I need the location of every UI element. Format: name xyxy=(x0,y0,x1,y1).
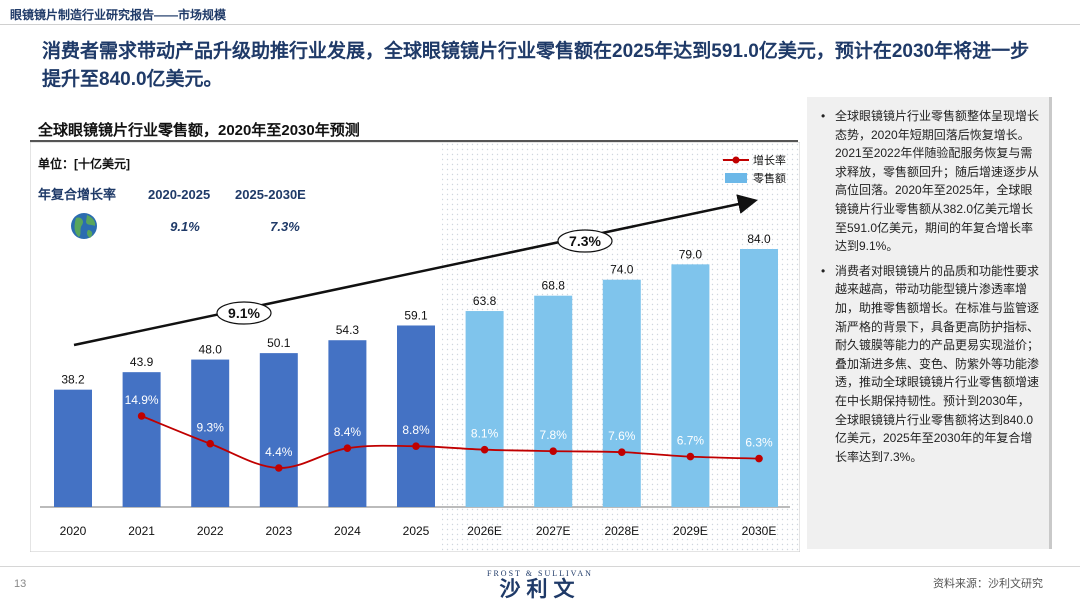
x-tick-label: 2021 xyxy=(128,524,155,538)
growth-rate-marker xyxy=(206,439,214,448)
bullet-marker: • xyxy=(821,109,826,123)
globe-icon xyxy=(71,213,97,239)
cagr-period-1: 2020-2025 xyxy=(148,187,210,202)
bar-value-label: 50.1 xyxy=(267,336,291,350)
x-tick-label: 2020 xyxy=(60,524,87,538)
commentary-panel: • 全球眼镜镜片行业零售额整体呈现增长态势，2020年短期回落后恢复增长。202… xyxy=(807,97,1052,549)
source-note: 资料来源：沙利文研究 xyxy=(933,578,1043,590)
growth-rate-label: 6.7% xyxy=(677,434,705,448)
commentary-bullet: • 全球眼镜镜片行业零售额整体呈现增长态势，2020年短期回落后恢复增长。202… xyxy=(821,107,1039,256)
bar-value-label: 48.0 xyxy=(199,343,223,357)
bar-value-label: 74.0 xyxy=(610,263,634,277)
bar-value-label: 79.0 xyxy=(679,247,703,261)
commentary-text: 消费者对眼镜镜片的品质和功能性要求越来越高，带动功能型镜片渗透率增加，助推零售额… xyxy=(835,263,1040,464)
trend-badge-2-label: 7.3% xyxy=(569,233,601,249)
growth-rate-marker xyxy=(275,464,283,472)
commentary-text: 全球眼镜镜片行业零售额整体呈现增长态势，2020年短期回落后恢复增长。2021至… xyxy=(835,109,1040,254)
chart-title-divider xyxy=(30,140,798,142)
logo-chinese-text: 沙利文 xyxy=(499,578,581,601)
growth-rate-marker xyxy=(480,445,489,454)
growth-rate-label: 7.8% xyxy=(540,428,568,442)
bar-value-label: 43.9 xyxy=(130,355,154,369)
retail-sales-chart: 单位：[十亿美元] 年复合增长率 2020-2025 2025-2030E 9.… xyxy=(30,142,800,552)
page-headline: 消费者需求带动产品升级助推行业发展，全球眼镜镜片行业零售额在2025年达到591… xyxy=(42,41,1030,90)
growth-rate-line xyxy=(141,415,760,469)
growth-rate-label: 8.1% xyxy=(471,427,499,441)
header-divider xyxy=(0,24,1080,25)
growth-line-layer xyxy=(137,412,763,472)
growth-rate-marker xyxy=(412,442,420,451)
growth-rate-marker xyxy=(137,412,146,420)
x-tick-label: 2028E xyxy=(604,524,639,538)
legend-line-marker xyxy=(732,156,740,164)
growth-rate-marker xyxy=(343,444,352,452)
commentary-bullet: • 消费者对眼镜镜片的品质和功能性要求越来越高，带动功能型镜片渗透率增加，助推零… xyxy=(821,262,1039,467)
bar-value-label: 63.8 xyxy=(473,294,497,308)
growth-rate-label: 7.6% xyxy=(608,429,636,443)
trend-badge-1 xyxy=(216,301,272,325)
x-tick-label: 2029E xyxy=(673,524,708,538)
growth-rate-marker xyxy=(618,448,626,456)
cagr-period-2: 2025-2030E xyxy=(235,187,306,202)
growth-rate-label: 4.4% xyxy=(265,445,293,459)
frost-sullivan-logo: FROST & SULLIVAN 沙利文 xyxy=(470,569,610,602)
x-tick-label: 2024 xyxy=(334,524,361,538)
x-tick-label: 2023 xyxy=(265,524,292,538)
growth-rate-label: 6.3% xyxy=(745,436,773,450)
x-tick-label: 2026E xyxy=(467,524,502,538)
x-tick-label: 2030E xyxy=(742,524,777,538)
cagr-value-1: 9.1% xyxy=(170,219,200,234)
growth-rate-label: 9.3% xyxy=(197,421,225,435)
bar-value-label: 68.8 xyxy=(542,279,566,293)
chart-title: 全球眼镜镜片行业零售额，2020年至2030年预测 xyxy=(38,122,360,139)
trend-arrow: 9.1% 7.3% xyxy=(73,194,758,347)
bar-2028E xyxy=(602,279,641,507)
growth-rate-label: 8.8% xyxy=(402,423,430,437)
growth-rate-marker xyxy=(686,452,695,461)
logo-english-text: FROST & SULLIVAN xyxy=(487,569,593,578)
bar-2023 xyxy=(259,353,298,507)
x-tick-label: 2027E xyxy=(536,524,571,538)
bar-2027E xyxy=(534,295,573,507)
labels-layer: 38.2 2020 43.9 2021 48.0 2022 50.1 2023 54.3 2024… xyxy=(60,232,777,538)
legend-label-sales: 零售额 xyxy=(753,171,786,185)
legend-label-growth: 增长率 xyxy=(753,153,786,167)
cagr-block: 年复合增长率 2020-2025 2025-2030E 9.1% 7.3% xyxy=(38,187,306,239)
bar-2022 xyxy=(191,359,230,507)
trend-arrow-line xyxy=(73,194,758,347)
bar-2021 xyxy=(122,372,161,507)
bar-value-label: 54.3 xyxy=(336,323,360,337)
growth-rate-marker xyxy=(549,447,557,455)
bar-2020 xyxy=(54,389,92,507)
x-tick-label: 2022 xyxy=(197,524,224,538)
cagr-label: 年复合增长率 xyxy=(38,187,116,202)
bar-value-label: 84.0 xyxy=(747,232,771,246)
growth-rate-label: 14.9% xyxy=(125,393,159,407)
trend-badge-2 xyxy=(557,229,613,253)
bar-value-label: 38.2 xyxy=(61,373,85,387)
growth-rate-label: 8.4% xyxy=(334,425,362,439)
x-tick-label: 2025 xyxy=(403,524,430,538)
bar-2030E xyxy=(740,249,778,507)
bar-2026E xyxy=(465,311,504,507)
bars-layer xyxy=(40,249,790,508)
unit-label: 单位：[十亿美元] xyxy=(38,156,130,171)
page-number: 13 xyxy=(14,578,27,590)
chart-legend: 增长率 零售额 xyxy=(723,153,786,185)
bar-2024 xyxy=(328,340,367,507)
growth-rate-marker xyxy=(755,454,763,463)
bar-value-label: 59.1 xyxy=(404,308,428,322)
bar-2029E xyxy=(671,264,710,507)
bar-2025 xyxy=(397,325,435,507)
legend-bar-swatch xyxy=(725,173,747,183)
footer-divider xyxy=(0,566,1080,567)
cagr-value-2: 7.3% xyxy=(270,219,300,234)
report-section-label: 眼镜镜片制造行业研究报告——市场规模 xyxy=(10,8,227,22)
bullet-marker: • xyxy=(821,263,826,278)
trend-badge-1-label: 9.1% xyxy=(228,305,260,321)
